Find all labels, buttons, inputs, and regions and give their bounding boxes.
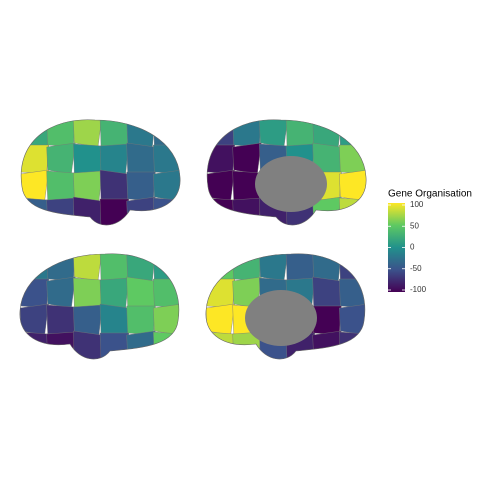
brain-region xyxy=(126,330,156,360)
brain-region xyxy=(73,304,103,336)
brain-region xyxy=(259,119,289,148)
brain-region xyxy=(153,169,181,202)
brain-region xyxy=(126,305,156,336)
brain-region xyxy=(312,330,342,360)
brain-region xyxy=(312,119,342,148)
brain-region xyxy=(73,330,103,360)
brain-region xyxy=(126,276,156,309)
brain-region xyxy=(99,277,129,309)
colorbar-tick-label: 0 xyxy=(410,243,415,252)
brain-region xyxy=(153,331,179,360)
brain-region xyxy=(21,144,49,175)
brain-region xyxy=(19,331,49,360)
brain-region xyxy=(205,331,235,360)
brain-region xyxy=(126,119,156,148)
brain-region xyxy=(46,331,76,360)
brain-region xyxy=(46,170,76,202)
brain-region xyxy=(21,169,49,202)
brain-region xyxy=(153,119,181,148)
brain-region xyxy=(153,144,181,175)
brain-region xyxy=(46,142,76,175)
brain-region xyxy=(285,253,315,282)
brain-region xyxy=(205,253,235,282)
medial-wall xyxy=(255,156,327,212)
brain-region xyxy=(207,197,235,226)
brain-region xyxy=(126,171,156,202)
brain-region xyxy=(99,169,129,202)
brain-region xyxy=(46,119,76,148)
legend-title: Gene Organisation xyxy=(388,189,472,200)
brain-outline xyxy=(206,119,367,226)
colorbar-tick-label: 50 xyxy=(410,221,419,230)
brain-region xyxy=(46,304,76,336)
brain-outline xyxy=(20,119,181,226)
brain-region xyxy=(99,303,129,336)
brain-region xyxy=(232,119,262,148)
brain-region xyxy=(153,278,179,309)
brain-region xyxy=(339,303,365,336)
medial-wall xyxy=(245,290,317,346)
brain-region xyxy=(312,276,342,309)
brain-region xyxy=(73,119,103,148)
brain-region xyxy=(339,144,367,175)
brain-region xyxy=(126,196,156,226)
brain-region xyxy=(73,253,103,282)
brain-region xyxy=(73,170,103,202)
brain-region xyxy=(99,253,129,282)
brain-region xyxy=(73,277,103,309)
brain-region xyxy=(339,278,365,309)
brain-region xyxy=(153,303,179,336)
brain-region xyxy=(99,143,129,175)
brain-outline xyxy=(19,253,180,360)
brain-region xyxy=(207,144,235,175)
brain-region xyxy=(339,331,365,360)
colorbar-tick-label: -100 xyxy=(410,285,427,294)
brain-view xyxy=(207,119,367,226)
brain-view xyxy=(21,119,181,226)
brain-region xyxy=(339,169,367,202)
colorbar-tick-label: 100 xyxy=(410,200,424,209)
brain-region xyxy=(153,197,181,226)
brain-region xyxy=(73,143,103,175)
brain-region xyxy=(21,197,49,226)
brain-region xyxy=(19,253,49,282)
colorbar-tick-label: -50 xyxy=(410,264,422,273)
brain-region xyxy=(46,197,76,226)
brain-region xyxy=(207,169,235,202)
brain-region xyxy=(259,253,289,282)
brain-region xyxy=(339,119,367,148)
brain-region xyxy=(232,142,262,175)
brain-region xyxy=(232,197,262,226)
colorbar xyxy=(388,203,405,292)
brain-region xyxy=(46,276,76,309)
brain-region xyxy=(99,332,129,360)
brain-region xyxy=(339,197,367,226)
brain-region xyxy=(312,305,342,336)
brain-outline xyxy=(205,253,366,360)
brain-region xyxy=(126,142,156,175)
